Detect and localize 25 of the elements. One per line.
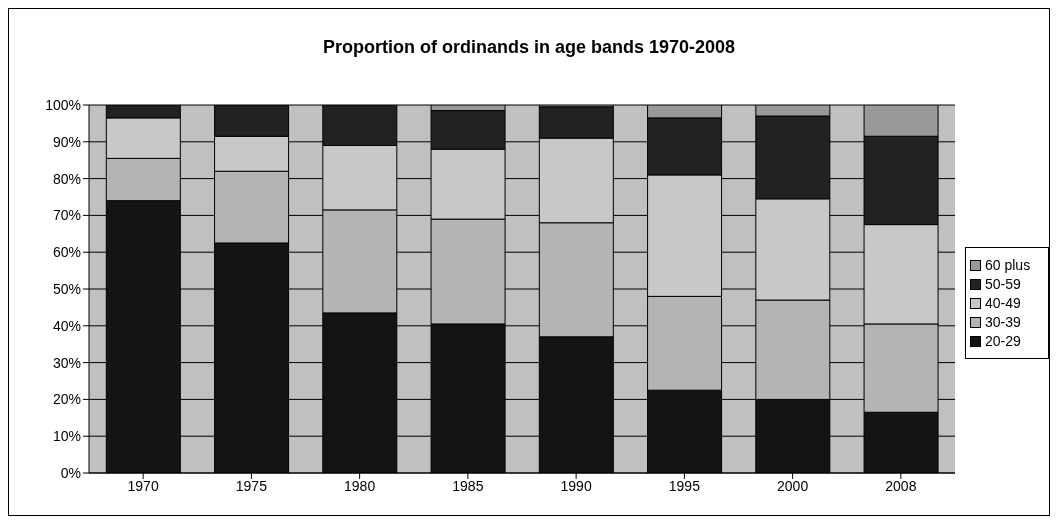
y-tick-label: 70%	[52, 207, 81, 224]
legend-label: 20-29	[985, 333, 1021, 349]
legend-label: 60 plus	[985, 257, 1031, 273]
y-tick-label: 80%	[52, 170, 81, 187]
y-tick-label: 90%	[52, 133, 81, 150]
y-tick-label: 20%	[52, 391, 81, 408]
chart-title: Proportion of ordinands in age bands 1970-2008	[321, 37, 737, 58]
x-tick-label: 2008	[885, 477, 917, 494]
legend-label: 30-39	[985, 314, 1021, 330]
y-tick-label: 40%	[52, 317, 81, 334]
x-tick-label: 1985	[452, 477, 484, 494]
y-tick-label: 50%	[52, 280, 81, 297]
x-tick-label: 1975	[235, 477, 268, 494]
x-tick-label: 1995	[668, 477, 701, 494]
y-tick-label: 30%	[52, 354, 81, 371]
y-tick-label: 60%	[52, 244, 81, 261]
y-tick-label: 100%	[45, 96, 81, 113]
x-tick-label: 1970	[127, 477, 159, 494]
y-tick-label: 10%	[52, 428, 81, 445]
legend-label: 40-49	[985, 295, 1021, 311]
legend-label: 50-59	[985, 276, 1021, 292]
x-tick-label: 1980	[344, 477, 376, 494]
x-tick-label: 2000	[777, 477, 809, 494]
y-tick-label: 0%	[60, 464, 81, 481]
x-tick-label: 1990	[560, 477, 592, 494]
